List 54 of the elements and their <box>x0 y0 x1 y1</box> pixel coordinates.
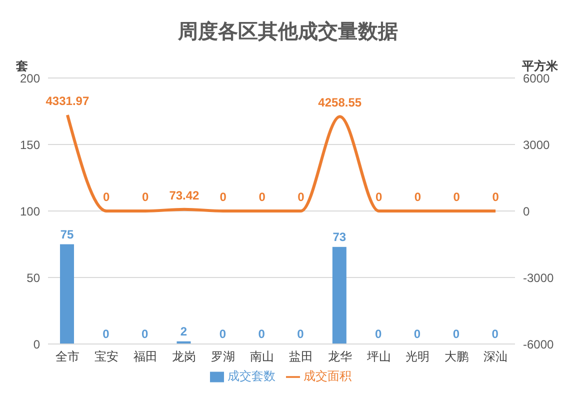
data-label: 0 <box>414 327 421 341</box>
bar <box>60 244 74 344</box>
y-tick-label: 200 <box>20 71 40 86</box>
y2-tick-label: 3000 <box>523 138 550 152</box>
data-label: 0 <box>258 327 266 341</box>
bar <box>332 246 346 344</box>
y2-axis-title: 平方米 <box>522 58 558 74</box>
x-tick-label: 全市 <box>55 350 80 364</box>
data-label: 0 <box>375 190 382 204</box>
x-tick-label: 大鹏 <box>444 350 469 364</box>
x-tick-label: 罗湖 <box>211 350 236 364</box>
data-label: 4258.55 <box>318 96 362 110</box>
data-label: 4331.97 <box>46 94 90 108</box>
data-label: 0 <box>258 190 266 204</box>
legend-label: 成交面积 <box>304 369 352 383</box>
data-label: 75 <box>60 227 74 242</box>
x-tick-label: 光明 <box>406 350 430 364</box>
data-label: 0 <box>492 190 500 204</box>
y-tick-label: 100 <box>20 204 40 218</box>
data-label: 0 <box>298 190 305 204</box>
data-label: 0 <box>141 327 148 341</box>
chart-title: 周度各区其他成交量数据 <box>176 20 399 45</box>
data-label: 0 <box>414 190 422 204</box>
data-label: 73 <box>332 230 346 244</box>
y2-tick-label: -3000 <box>523 270 554 285</box>
x-tick-label: 宝安 <box>94 350 118 364</box>
data-label: 2 <box>180 324 188 338</box>
x-tick-label: 深汕 <box>484 350 508 364</box>
y2-tick-label: -6000 <box>523 337 554 352</box>
data-label: 0 <box>492 327 499 341</box>
x-tick-label: 南山 <box>250 350 274 364</box>
y2-tick-label: 6000 <box>523 71 550 86</box>
data-label: 0 <box>142 190 149 204</box>
x-tick-label: 坪山 <box>366 350 391 364</box>
y-tick-label: 50 <box>26 270 40 285</box>
data-label: 0 <box>374 327 382 341</box>
data-label: 0 <box>453 190 460 204</box>
data-label: 0 <box>102 327 110 341</box>
x-tick-label: 龙岗 <box>172 350 196 364</box>
data-label: 0 <box>297 327 304 341</box>
data-label: 0 <box>103 190 110 204</box>
y-tick-label: 150 <box>20 138 40 152</box>
x-tick-label: 福田 <box>133 350 158 364</box>
data-label: 73.42 <box>169 188 200 202</box>
data-label: 0 <box>220 190 227 204</box>
x-tick-label: 盐田 <box>288 350 313 364</box>
x-tick-label: 龙华 <box>328 350 352 364</box>
data-label: 0 <box>219 327 226 341</box>
y2-tick-label: 0 <box>523 204 530 218</box>
y-tick-label: 0 <box>33 337 40 352</box>
line-series <box>66 113 498 212</box>
y-axis-title: 套 <box>16 58 28 74</box>
legend-label: 成交套数 <box>228 369 276 383</box>
data-label: 0 <box>452 327 460 341</box>
